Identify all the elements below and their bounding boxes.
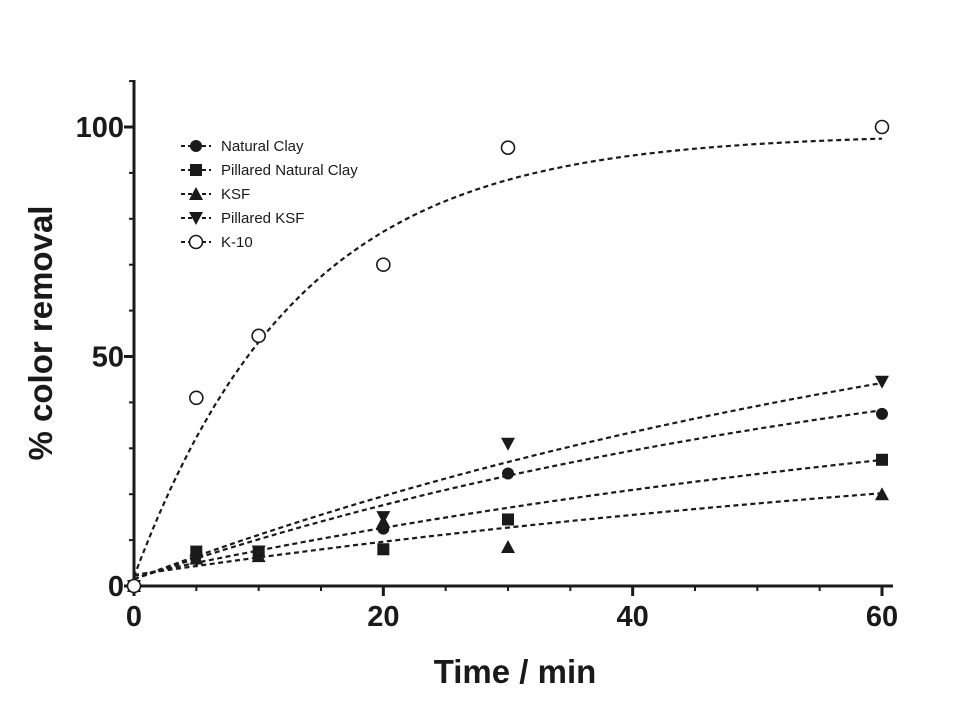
data-point-pillared-ksf bbox=[501, 437, 515, 451]
legend-marker-k-10 bbox=[188, 234, 204, 250]
legend-marker-natural-clay bbox=[190, 140, 202, 152]
data-point-k-10 bbox=[251, 328, 266, 344]
x-tick-label: 40 bbox=[617, 601, 649, 633]
data-point-k-10 bbox=[500, 140, 516, 155]
data-point-natural-clay bbox=[876, 407, 888, 420]
data-point-ksf bbox=[501, 539, 515, 553]
legend-label-pillared-natural-clay: Pillared Natural Clay bbox=[221, 162, 358, 179]
data-point-pillared-natural-clay bbox=[502, 513, 514, 526]
fit-curve-k-10 bbox=[132, 137, 883, 578]
fit-curves bbox=[132, 137, 883, 581]
fit-curve-ksf bbox=[133, 492, 883, 577]
ticks: 0 20 40 60 0 50 100 bbox=[76, 80, 898, 633]
y-axis-title: % color removal bbox=[22, 206, 59, 461]
data-point-pillared-ksf bbox=[376, 511, 391, 525]
legend-marker-pillared-natural-clay bbox=[190, 164, 202, 176]
fit-curve-natural-clay bbox=[133, 409, 883, 581]
y-tick-label: 50 bbox=[92, 342, 124, 374]
data-point-ksf bbox=[875, 487, 889, 501]
data-point-pillared-natural-clay bbox=[377, 543, 390, 556]
data-point-pillared-ksf bbox=[251, 545, 266, 559]
data-point-k-10 bbox=[874, 119, 890, 135]
data-point-k-10 bbox=[189, 390, 204, 406]
data-point-natural-clay bbox=[502, 467, 514, 480]
y-tick-label: 100 bbox=[76, 112, 124, 144]
legend-label-k-10: K-10 bbox=[221, 234, 253, 251]
data-point-pillared-natural-clay bbox=[876, 453, 888, 466]
x-axis-title: Time / min bbox=[434, 653, 597, 690]
legend-marker-ksf bbox=[189, 187, 203, 200]
data-point-pillared-ksf bbox=[189, 554, 204, 568]
fit-curve-pillared-ksf bbox=[133, 381, 883, 581]
data-point-pillared-ksf bbox=[875, 375, 889, 389]
x-tick-label: 0 bbox=[126, 601, 142, 633]
x-tick-label: 60 bbox=[866, 601, 898, 633]
x-tick-label: 20 bbox=[367, 601, 399, 633]
legend-label-natural-clay: Natural Clay bbox=[221, 138, 304, 155]
data-points bbox=[126, 119, 890, 594]
y-tick-label: 0 bbox=[108, 571, 124, 603]
legend-marker-pillared-ksf bbox=[189, 212, 203, 225]
axes bbox=[132, 80, 893, 588]
fit-curve-pillared-natural-clay bbox=[133, 458, 883, 577]
legend: Natural Clay Pillared Natural Clay KSF Pill… bbox=[181, 138, 358, 251]
data-point-k-10 bbox=[126, 578, 142, 594]
legend-label-pillared-ksf: Pillared KSF bbox=[221, 210, 304, 227]
data-point-k-10 bbox=[376, 257, 391, 273]
legend-label-ksf: KSF bbox=[221, 186, 250, 203]
